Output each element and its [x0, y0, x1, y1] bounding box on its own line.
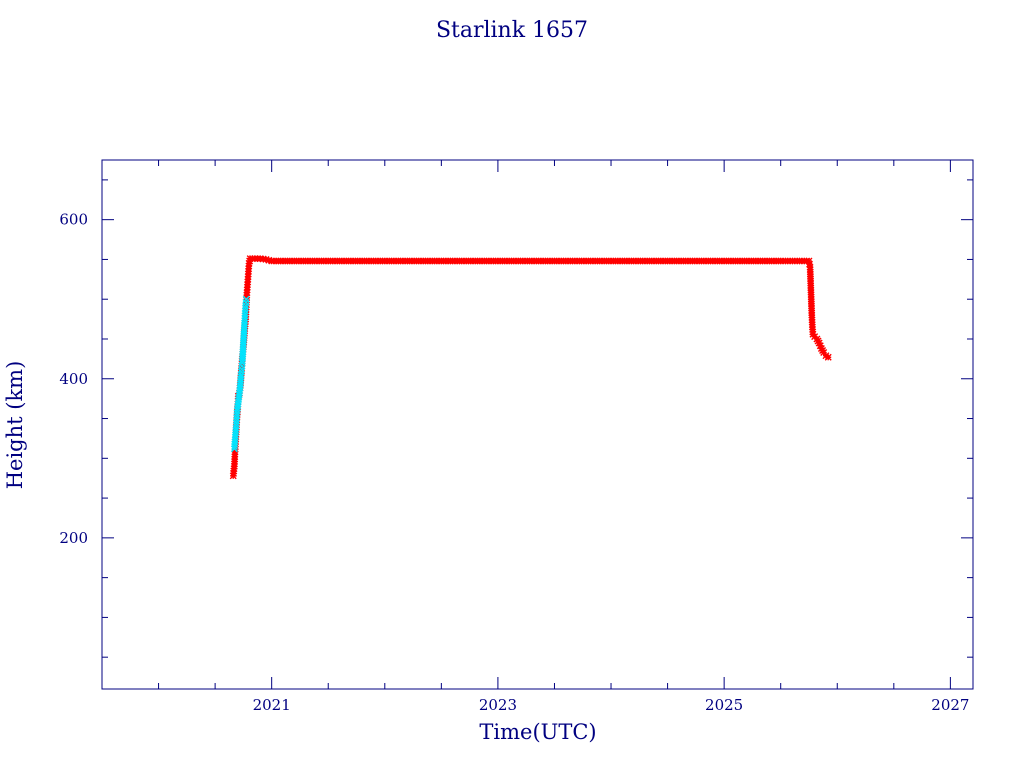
axis-tick-labels: 2021 2023 2025 2027 200 400 600 [59, 211, 969, 714]
x-tick-label: 2021 [253, 696, 291, 714]
data-point [824, 353, 832, 361]
y-tick-label: 400 [59, 370, 88, 388]
data-points [229, 255, 832, 480]
data-point [242, 295, 250, 303]
plot-border [101, 159, 974, 690]
chart-title: Starlink 1657 [436, 18, 588, 43]
x-tick-label: 2023 [479, 696, 517, 714]
plot-frame [101, 159, 974, 690]
axis-ticks [101, 160, 973, 689]
data-point [241, 304, 249, 312]
x-tick-label: 2025 [705, 696, 743, 714]
y-tick-label: 200 [59, 529, 88, 547]
x-tick-label: 2027 [931, 696, 969, 714]
y-tick-label: 600 [59, 211, 88, 229]
y-axis-label: Height (km) [3, 361, 27, 490]
x-axis-label: Time(UTC) [479, 720, 596, 744]
